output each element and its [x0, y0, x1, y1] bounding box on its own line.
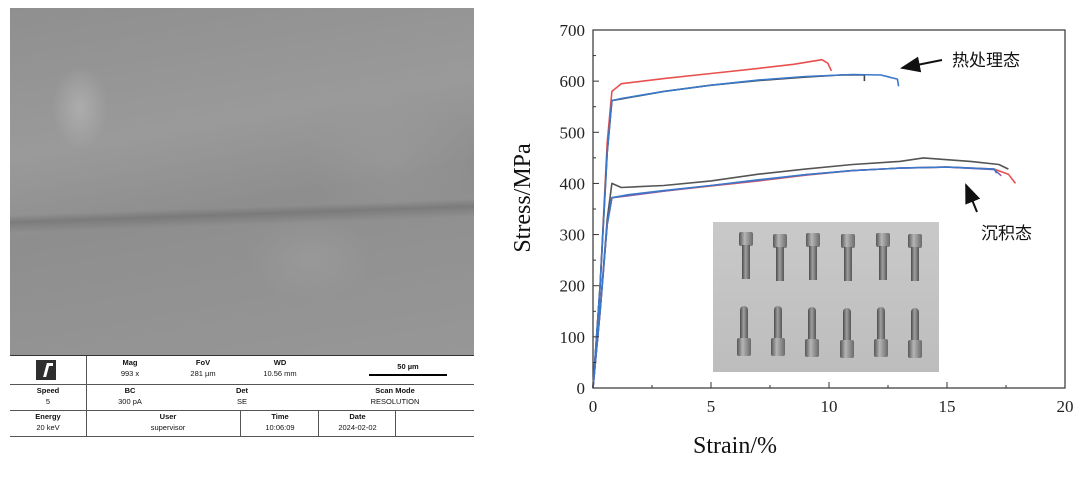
bc-label: BC — [124, 386, 136, 395]
y-tick-label: 600 — [560, 72, 586, 91]
series-layer — [592, 58, 1017, 389]
x-tick-label: 15 — [939, 397, 956, 416]
scale-bar: 50 µm — [355, 362, 461, 378]
series-line-7 — [592, 166, 998, 389]
user-label: User — [159, 412, 177, 421]
energy-label: Energy — [35, 412, 61, 421]
sem-micrograph — [10, 8, 474, 355]
y-tick-label: 500 — [560, 123, 586, 142]
scan-mode-value: RESOLUTION — [370, 397, 420, 406]
y-tick-label: 200 — [560, 277, 586, 296]
specimen-photo-inset — [713, 222, 939, 372]
sem-panel: Mag 993 x FoV 281 µm WD 10.56 mm 50 µm S… — [10, 8, 474, 464]
det-label: Det — [235, 386, 249, 395]
y-tick-label: 0 — [577, 379, 586, 398]
as-deposited-arrow — [965, 183, 981, 213]
speed-value: 5 — [45, 397, 51, 406]
series-line-4 — [592, 157, 1009, 389]
time-value: 10:06:09 — [265, 423, 295, 432]
scan-mode-label: Scan Mode — [375, 386, 415, 395]
sem-logo-icon — [36, 360, 56, 380]
det-value: SE — [236, 397, 247, 406]
as-deposited-annotation: 沉积态 — [981, 224, 1032, 244]
date-label: Date — [349, 412, 366, 421]
annotation-layer: 热处理态 沉积态 — [900, 51, 1032, 244]
bc-value: 300 pA — [118, 397, 142, 406]
heat-treated-annotation: 热处理态 — [952, 51, 1020, 71]
energy-value: 20 keV — [36, 423, 60, 432]
date-value: 2024-02-02 — [338, 423, 377, 432]
heat-treated-arrow — [900, 56, 943, 73]
time-label: Time — [271, 412, 289, 421]
mag-label: Mag — [122, 358, 138, 367]
user-value: supervisor — [150, 423, 186, 432]
x-tick-label: 10 — [821, 397, 838, 416]
scale-bar-label: 50 µm — [397, 362, 419, 371]
series-line-3 — [592, 73, 900, 389]
x-tick-label: 5 — [707, 397, 716, 416]
scale-bar-line — [369, 374, 447, 376]
y-tick-label: 400 — [560, 174, 586, 193]
y-tick-label: 300 — [560, 226, 586, 245]
y-tick-label: 100 — [560, 328, 586, 347]
speed-label: Speed — [36, 386, 60, 395]
mag-value: 993 x — [120, 369, 140, 378]
wd-label: WD — [273, 358, 287, 367]
x-tick-label: 0 — [589, 397, 598, 416]
fov-value: 281 µm — [190, 369, 216, 378]
x-axis-title: Strain/% — [693, 433, 777, 459]
y-axis-title: Stress/MPa — [510, 143, 536, 253]
wd-value: 10.56 mm — [263, 369, 297, 378]
y-tick-label: 700 — [560, 21, 586, 40]
x-tick-label: 20 — [1057, 397, 1074, 416]
fov-label: FoV — [195, 358, 211, 367]
sem-data-bar: Mag 993 x FoV 281 µm WD 10.56 mm 50 µm S… — [10, 355, 474, 464]
